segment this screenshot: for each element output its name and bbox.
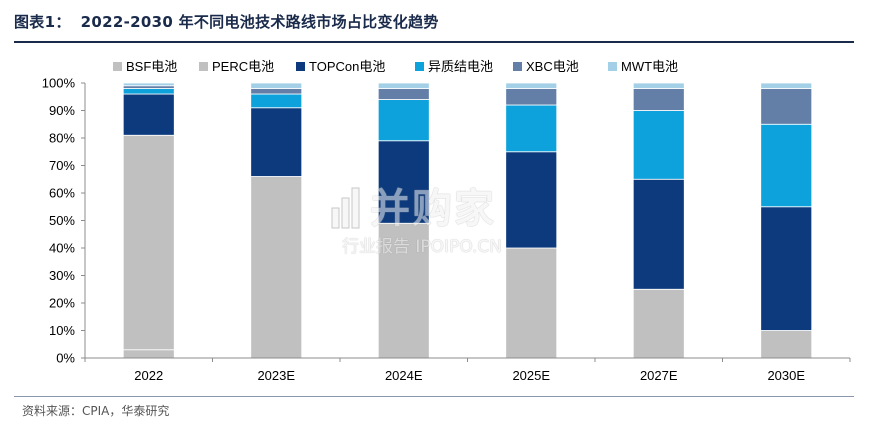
legend-swatch bbox=[199, 62, 208, 71]
legend-label: BSF电池 bbox=[126, 59, 177, 74]
chart-bars bbox=[122, 82, 813, 359]
figure-header: 图表1： 2022-2030 年不同电池技术路线市场占比变化趋势 bbox=[0, 0, 877, 43]
y-tick-label: 60% bbox=[49, 186, 75, 201]
y-tick-label: 70% bbox=[49, 158, 75, 173]
x-tick-label: 2027E bbox=[640, 368, 678, 383]
x-tick-label: 2030E bbox=[767, 368, 805, 383]
legend-swatch bbox=[415, 62, 424, 71]
legend-item: TOPCon电池 bbox=[296, 59, 385, 74]
legend-item: PERC电池 bbox=[199, 59, 274, 74]
bar-segment bbox=[122, 82, 175, 87]
y-tick-label: 20% bbox=[49, 296, 75, 311]
bar-segment bbox=[505, 104, 558, 153]
bar-segment bbox=[122, 93, 175, 136]
bar-segment bbox=[760, 123, 813, 208]
bar-segment bbox=[122, 88, 175, 95]
bar-segment bbox=[632, 178, 685, 290]
x-tick-label: 2024E bbox=[385, 368, 423, 383]
bar-segment bbox=[632, 288, 685, 359]
bar-segment bbox=[377, 222, 430, 359]
y-tick-label: 80% bbox=[49, 131, 75, 146]
chart-legend: BSF电池 PERC电池 TOPCon电池 异质结电池 XBC电池 MWT电池 bbox=[113, 59, 678, 74]
y-tick-label: 40% bbox=[49, 241, 75, 256]
bar-segment bbox=[632, 88, 685, 111]
bar-segment bbox=[505, 82, 558, 89]
bar-segment bbox=[760, 330, 813, 359]
title-divider bbox=[14, 41, 854, 43]
bar-segment bbox=[632, 82, 685, 89]
figure-title-text: 2022-2030 年不同电池技术路线市场占比变化趋势 bbox=[80, 13, 439, 31]
figure-title: 图表1： 2022-2030 年不同电池技术路线市场占比变化趋势 bbox=[14, 11, 439, 32]
x-tick-label: 2025E bbox=[512, 368, 550, 383]
bar-segment bbox=[377, 140, 430, 224]
y-tick-label: 0% bbox=[56, 351, 75, 366]
bar-segment bbox=[760, 82, 813, 89]
bar-segment bbox=[377, 82, 430, 89]
legend-label: 异质结电池 bbox=[428, 59, 493, 74]
bar-segment bbox=[377, 88, 430, 100]
bar-segment bbox=[122, 134, 175, 351]
legend-item: MWT电池 bbox=[608, 59, 678, 74]
y-tick-label: 90% bbox=[49, 103, 75, 118]
legend-label: XBC电池 bbox=[526, 59, 579, 74]
bar-segment bbox=[377, 99, 430, 142]
footer-divider bbox=[14, 396, 854, 397]
legend-swatch bbox=[608, 62, 617, 71]
legend-item: BSF电池 bbox=[113, 59, 177, 74]
figure-label: 图表1： bbox=[14, 13, 71, 31]
bar-segment bbox=[505, 247, 558, 359]
bar-segment bbox=[250, 93, 303, 109]
legend-label: MWT电池 bbox=[621, 59, 678, 74]
bar-segment bbox=[760, 206, 813, 331]
bar-segment bbox=[250, 82, 303, 89]
legend-label: PERC电池 bbox=[212, 59, 274, 74]
legend-item: XBC电池 bbox=[513, 59, 579, 74]
bar-segment bbox=[505, 88, 558, 106]
bar-segment bbox=[760, 88, 813, 125]
bar-segment bbox=[122, 85, 175, 89]
legend-swatch bbox=[296, 62, 305, 71]
bar-segment bbox=[632, 110, 685, 180]
y-tick-label: 10% bbox=[49, 323, 75, 338]
y-tick-label: 100% bbox=[42, 76, 76, 91]
y-tick-label: 30% bbox=[49, 268, 75, 283]
bar-segment bbox=[505, 151, 558, 249]
chart-axes: 0% 10% 20% 30% 40% 50% 60% 70% 80% 90% 100% 2022 202… bbox=[42, 76, 851, 383]
bar-segment bbox=[250, 107, 303, 177]
x-tick-label: 2022 bbox=[134, 368, 163, 383]
legend-label: TOPCon电池 bbox=[309, 59, 385, 74]
legend-item: 异质结电池 bbox=[415, 59, 493, 74]
bar-segment bbox=[250, 88, 303, 95]
source-note: 资料来源：CPIA，华泰研究 bbox=[22, 404, 170, 418]
legend-swatch bbox=[513, 62, 522, 71]
y-tick-label: 50% bbox=[49, 213, 75, 228]
legend-swatch bbox=[113, 62, 122, 71]
bar-segment bbox=[250, 176, 303, 359]
bar-segment bbox=[122, 349, 175, 359]
x-tick-label: 2023E bbox=[257, 368, 295, 383]
